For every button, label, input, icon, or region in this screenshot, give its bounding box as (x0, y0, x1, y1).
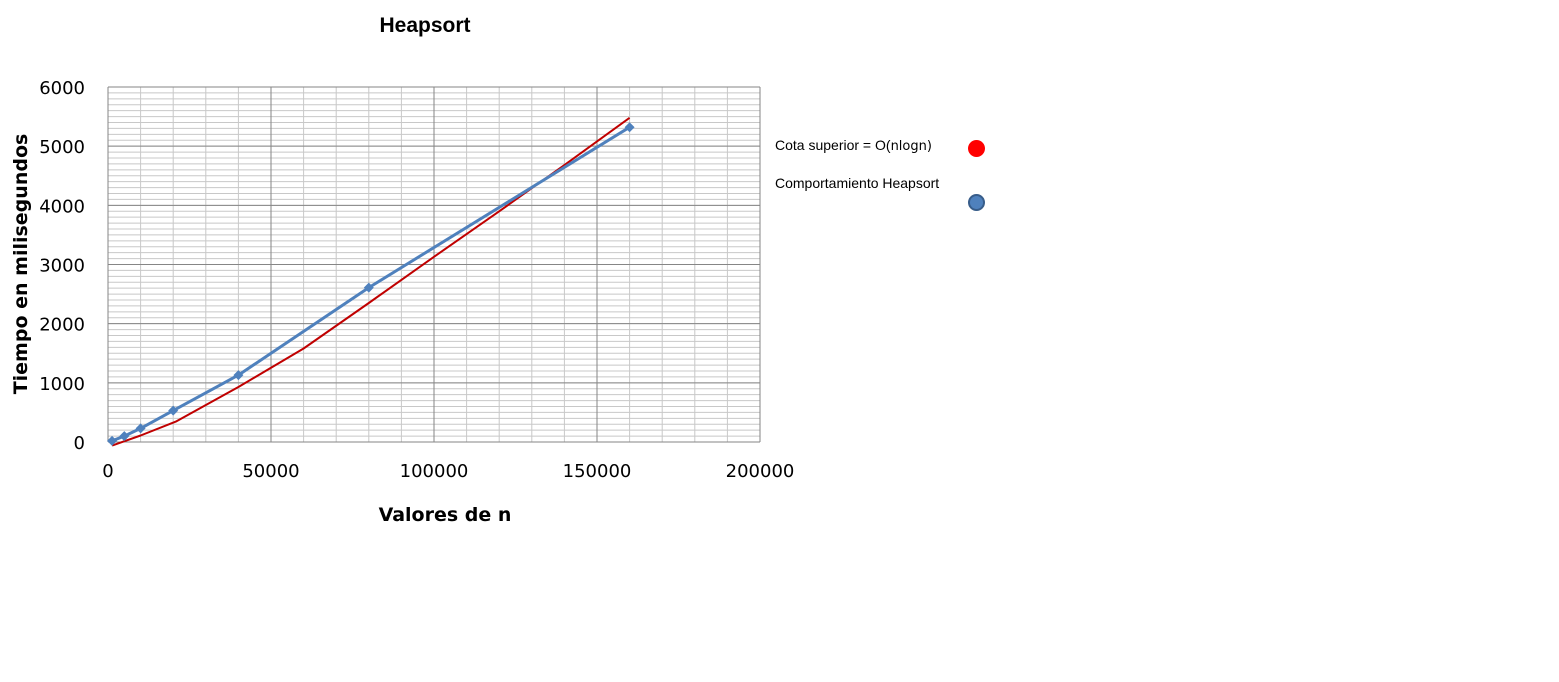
data-point-diamond (363, 282, 374, 293)
y-tick-label: 0 (74, 433, 85, 454)
y-tick-label: 4000 (39, 196, 85, 217)
legend-label-main: Cota superior = O( (775, 137, 891, 153)
y-tick-label: 3000 (39, 256, 85, 277)
legend-label-cota-superior: Cota superior = O(nlogn) (775, 136, 950, 156)
y-axis-title: Tiempo en milisegundos (10, 134, 32, 395)
x-tick-labels: 0 50000 100000 150000 200000 (102, 461, 794, 482)
data-point-diamond (135, 423, 146, 434)
gridlines (107, 86, 761, 443)
legend-marker-blue-circle-icon (968, 194, 985, 211)
data-point-diamond (233, 370, 244, 381)
legend-label-small: nlogn) (890, 139, 932, 154)
x-tick-label: 100000 (400, 461, 469, 482)
x-tick-label: 150000 (563, 461, 632, 482)
legend-item-heapsort: Comportamiento Heapsort (775, 174, 1015, 211)
y-tick-label: 5000 (39, 137, 85, 158)
x-tick-label: 0 (102, 461, 113, 482)
y-tick-label: 1000 (39, 374, 85, 395)
legend-item-cota-superior: Cota superior = O(nlogn) (775, 136, 1015, 174)
legend: Cota superior = O(nlogn) Comportamiento … (775, 136, 1015, 211)
legend-label-heapsort: Comportamiento Heapsort (775, 175, 940, 191)
x-tick-label: 200000 (726, 461, 795, 482)
y-tick-label: 6000 (39, 78, 85, 99)
data-point-diamond (119, 431, 130, 442)
data-point-diamond (107, 435, 118, 446)
y-tick-label: 2000 (39, 315, 85, 336)
data-point-diamond (168, 405, 179, 416)
x-tick-label: 50000 (242, 461, 299, 482)
x-axis-title: Valores de n (379, 504, 512, 526)
data-point-diamond (624, 122, 635, 133)
legend-marker-red-circle-icon (968, 140, 985, 157)
y-tick-labels: 0 1000 2000 3000 4000 5000 6000 (39, 78, 85, 454)
series-layer (107, 116, 635, 447)
chart-title: Heapsort (379, 14, 470, 37)
